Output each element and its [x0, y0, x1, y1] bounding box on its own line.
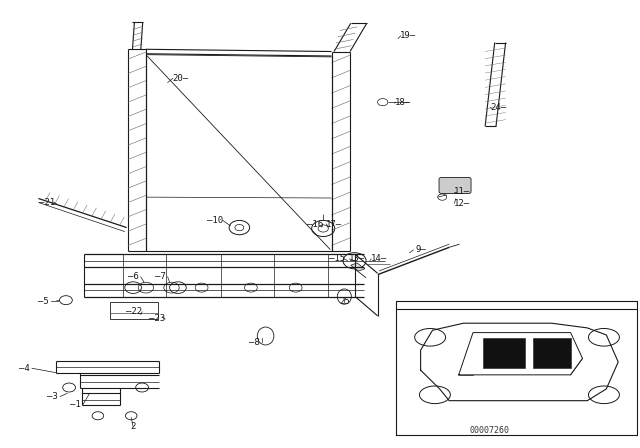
- Text: —23: —23: [149, 314, 166, 323]
- Text: 17—: 17—: [326, 220, 342, 228]
- Bar: [110, 302, 158, 319]
- Text: 25: 25: [339, 297, 349, 306]
- Text: 14—: 14—: [371, 254, 387, 263]
- Text: 24—: 24—: [490, 103, 506, 112]
- Text: —22: —22: [126, 307, 143, 316]
- Text: —1: —1: [70, 400, 81, 409]
- Text: 18—: 18—: [395, 98, 412, 107]
- Text: 12—: 12—: [454, 199, 470, 208]
- Text: 13—: 13—: [349, 254, 365, 263]
- Text: 20—: 20—: [172, 74, 189, 83]
- Text: —16: —16: [307, 220, 323, 228]
- Text: —8: —8: [250, 338, 260, 347]
- Text: 11—: 11—: [454, 187, 470, 196]
- Text: 00007260: 00007260: [470, 426, 509, 435]
- Text: —10: —10: [207, 216, 223, 225]
- Text: —7: —7: [155, 272, 165, 281]
- Text: —5: —5: [38, 297, 49, 306]
- Polygon shape: [351, 263, 365, 271]
- Text: 9—: 9—: [416, 246, 426, 254]
- Text: —15: —15: [328, 254, 345, 263]
- Text: 2: 2: [131, 422, 136, 431]
- Text: —3: —3: [47, 392, 58, 401]
- Text: —4: —4: [19, 364, 29, 373]
- Text: —21: —21: [38, 198, 55, 207]
- Text: —6: —6: [128, 272, 138, 281]
- Text: 19—: 19—: [400, 31, 417, 40]
- FancyBboxPatch shape: [439, 177, 471, 194]
